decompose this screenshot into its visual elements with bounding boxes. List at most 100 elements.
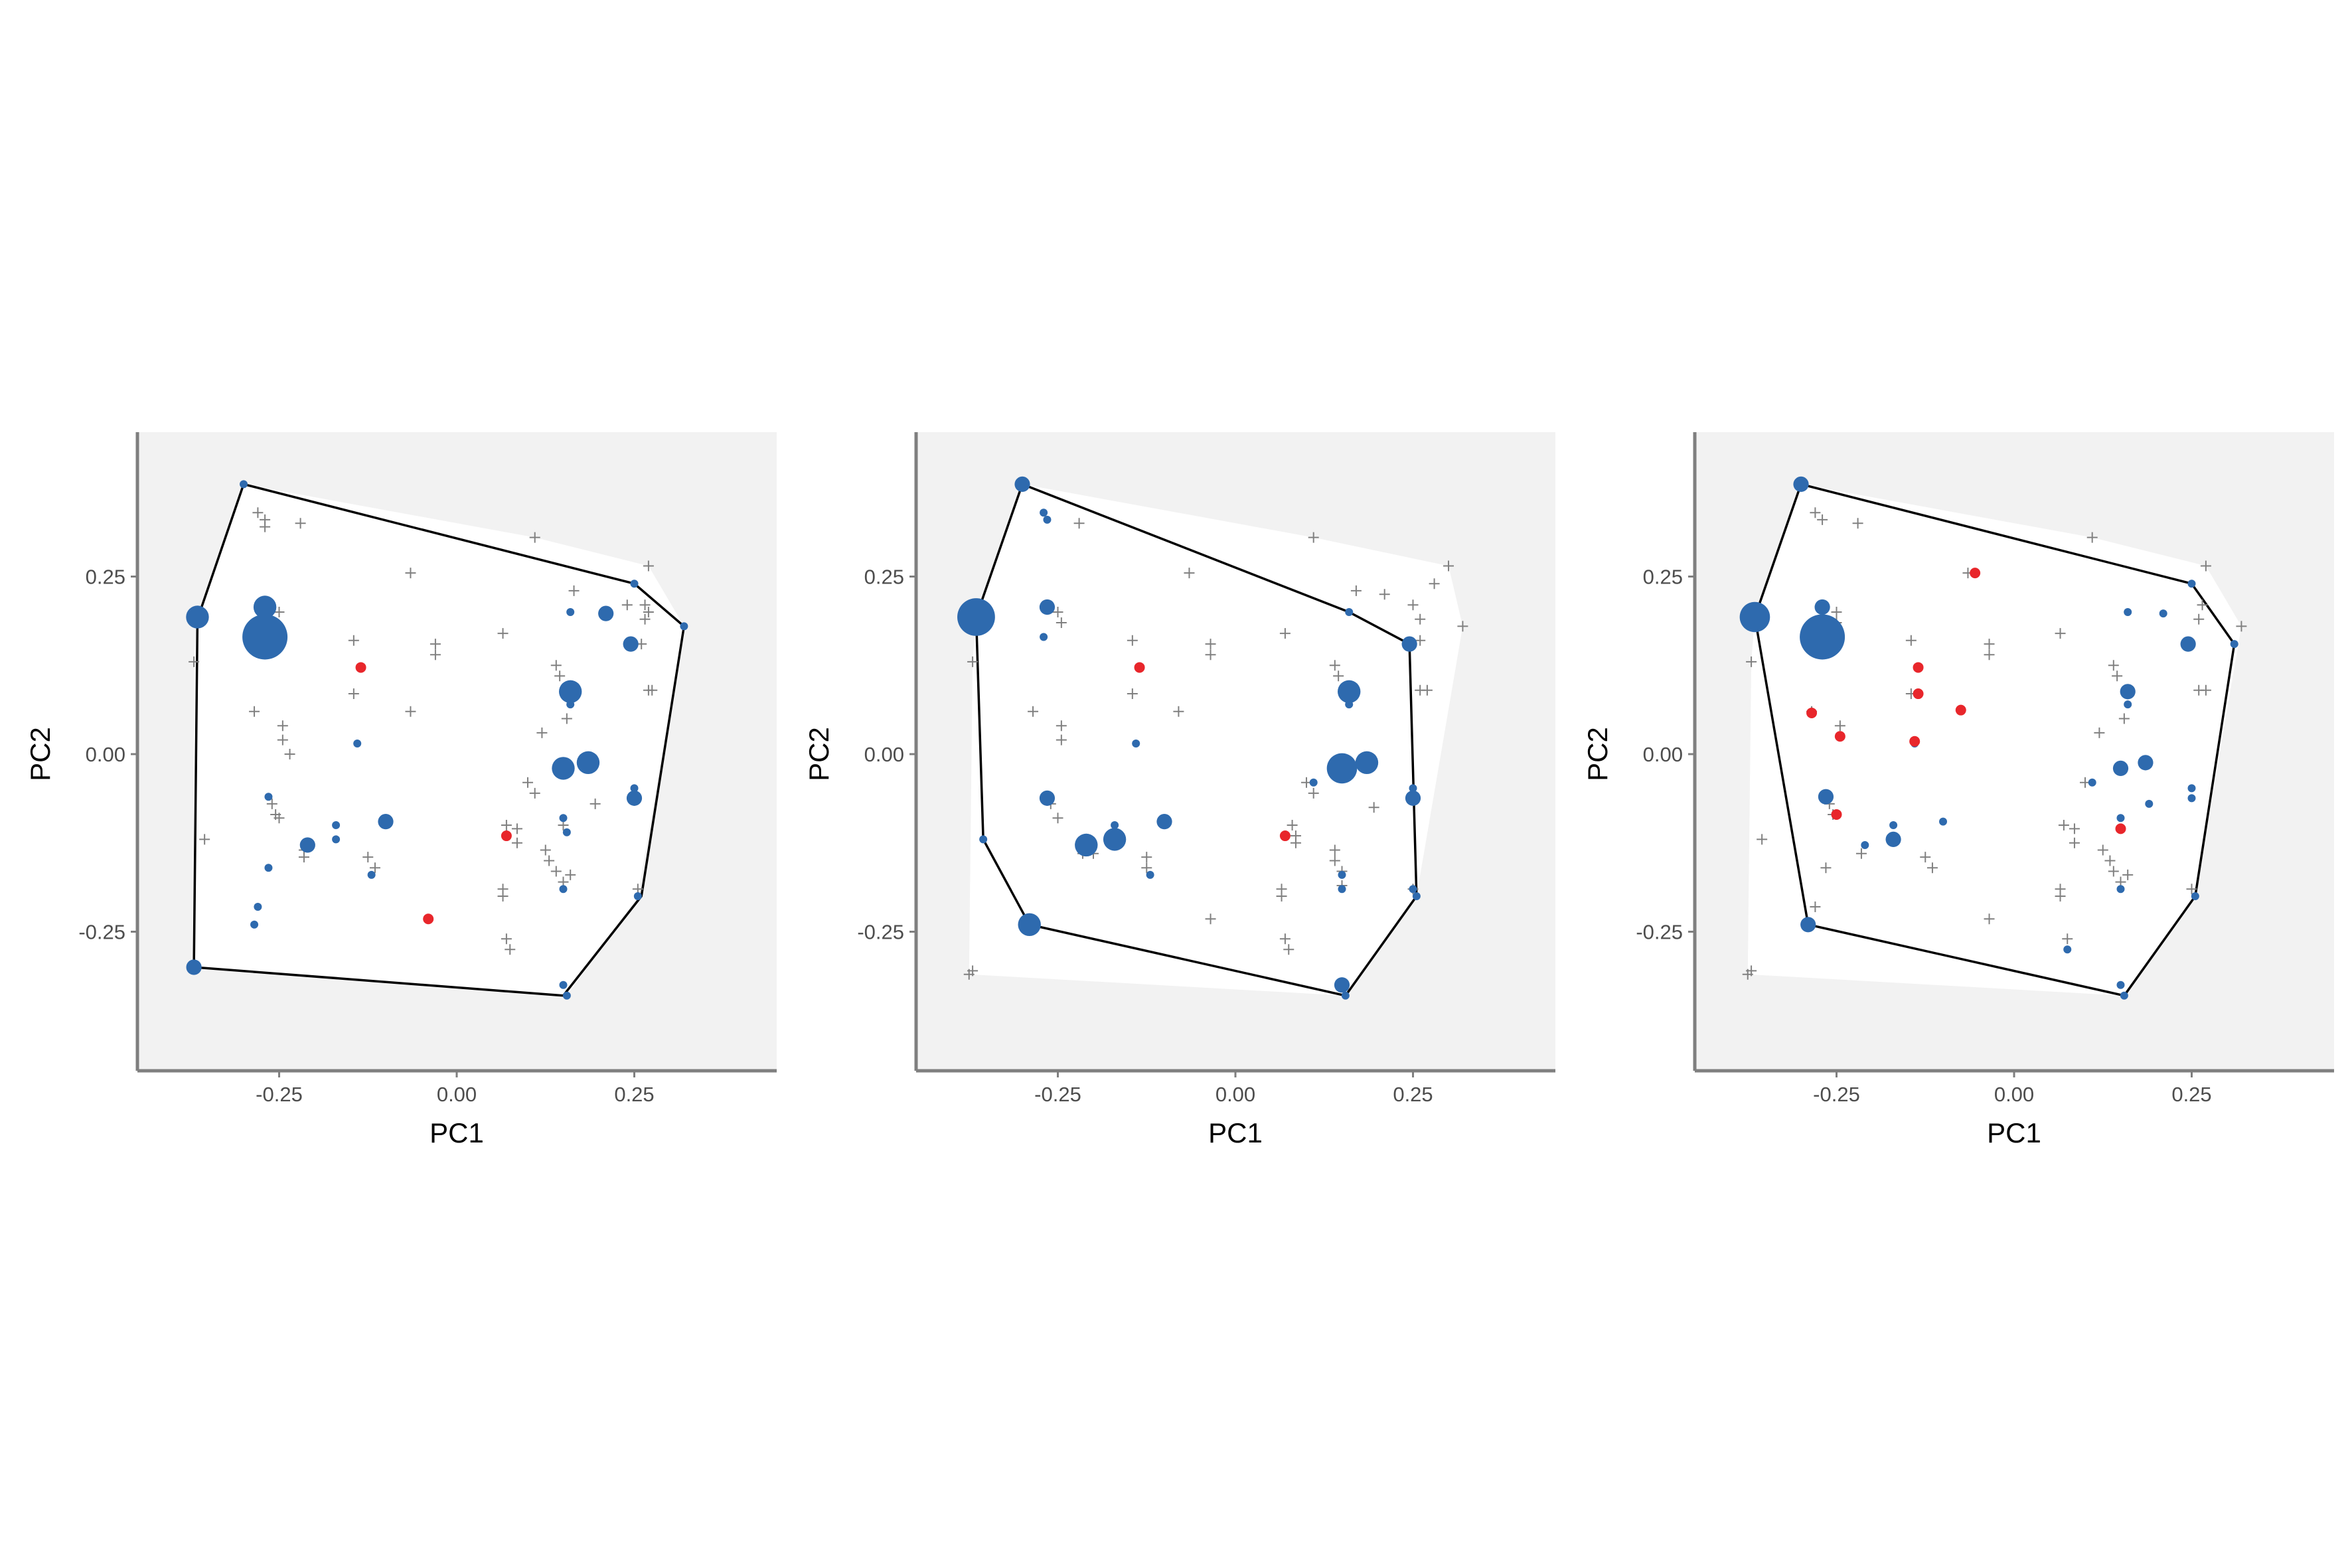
blue-point xyxy=(1939,817,1947,826)
cross-point xyxy=(1415,613,1426,625)
blue-point xyxy=(1075,833,1098,857)
y-tick-label: 0.00 xyxy=(864,743,904,766)
y-tick-label: -0.25 xyxy=(857,921,904,944)
x-tick-label: -0.25 xyxy=(1813,1083,1860,1106)
cross-point xyxy=(2055,628,2066,639)
cross-point xyxy=(1287,820,1298,830)
cross-point xyxy=(561,713,572,724)
cross-point xyxy=(2062,933,2073,945)
cross-point xyxy=(1368,802,1379,813)
total-hull-region xyxy=(1747,484,2242,996)
blue-point xyxy=(630,784,639,793)
cross-point xyxy=(1141,852,1152,863)
cross-point xyxy=(1052,813,1063,824)
cross-point xyxy=(2118,713,2130,724)
cross-point xyxy=(1415,684,1426,696)
blue-point xyxy=(2112,760,2129,776)
cross-point xyxy=(522,777,533,788)
cross-point xyxy=(1056,720,1067,732)
blue-point xyxy=(1345,608,1354,616)
blue-point xyxy=(353,739,362,747)
cross-point xyxy=(1283,944,1294,955)
x-axis-title: PC1 xyxy=(430,1117,484,1148)
blue-point xyxy=(332,835,341,844)
blue-point xyxy=(2187,580,2196,588)
cross-point xyxy=(1746,656,1757,667)
cross-point xyxy=(1984,639,1995,650)
y-tick-label: 0.25 xyxy=(1643,566,1683,589)
cross-point xyxy=(1757,834,1768,845)
red-point xyxy=(1134,662,1145,673)
blue-point xyxy=(1326,753,1358,784)
cross-point xyxy=(1350,585,1362,596)
blue-point xyxy=(367,870,376,879)
cross-point xyxy=(362,852,374,863)
cross-point xyxy=(501,933,512,945)
hull-outline xyxy=(1753,483,2236,997)
red-point xyxy=(1834,731,1845,742)
cross-point xyxy=(1279,933,1291,945)
cross-point xyxy=(565,869,576,880)
cross-point xyxy=(266,798,277,809)
blue-point xyxy=(1039,790,1056,806)
cross-point xyxy=(284,749,295,759)
cross-point xyxy=(2186,884,2197,895)
blue-point xyxy=(1132,739,1140,747)
cross-point xyxy=(1415,635,1426,646)
cross-point xyxy=(2086,532,2098,543)
x-tick-label: 0.25 xyxy=(614,1083,654,1106)
blue-point xyxy=(562,991,571,1000)
x-tick-label: 0.00 xyxy=(1994,1083,2034,1106)
red-point xyxy=(1909,736,1921,747)
cross-point xyxy=(405,706,416,717)
blue-point xyxy=(253,595,277,619)
blue-point xyxy=(2120,991,2128,1000)
cross-point xyxy=(1852,518,1863,529)
blue-point xyxy=(2159,609,2167,618)
cross-point xyxy=(511,823,522,834)
cross-point xyxy=(369,862,380,874)
cross-point xyxy=(2108,660,2119,671)
blue-point xyxy=(626,790,643,806)
blue-point xyxy=(566,700,575,709)
red-point xyxy=(1913,688,1924,700)
blue-point xyxy=(1146,870,1154,879)
cross-point xyxy=(540,844,551,856)
blue-point xyxy=(1309,778,1318,787)
blue-point xyxy=(623,636,639,652)
blue-point xyxy=(1018,913,1041,937)
cross-point xyxy=(2097,844,2108,856)
cross-point xyxy=(497,628,509,639)
x-tick-label: -0.25 xyxy=(1034,1083,1081,1106)
cross-point xyxy=(529,532,540,543)
cross-point xyxy=(1407,599,1419,611)
cross-point xyxy=(1926,862,1938,874)
blue-point xyxy=(1040,509,1048,517)
blue-point xyxy=(1341,991,1350,1000)
blue-point xyxy=(2116,980,2125,989)
blue-point xyxy=(1739,601,1770,633)
cross-point xyxy=(1429,578,1440,589)
cross-point xyxy=(1329,844,1340,856)
cross-point xyxy=(2200,560,2211,572)
blue-point xyxy=(559,980,568,989)
blue-point xyxy=(1861,840,1869,849)
blue-point xyxy=(559,814,568,823)
cross-point xyxy=(647,684,658,696)
cross-point xyxy=(1056,617,1067,629)
blue-point xyxy=(1814,599,1830,615)
blue-point xyxy=(957,598,995,636)
chart-panel-3: -0.25 -0.25 0.00 0.00 0.25 0.25 PC1 PC2 xyxy=(1582,432,2334,1148)
cross-point xyxy=(260,521,271,532)
blue-point xyxy=(2063,945,2072,954)
cross-point xyxy=(1329,855,1340,866)
blue-point xyxy=(1401,636,1417,652)
red-point xyxy=(355,662,366,673)
blue-point xyxy=(1355,751,1379,775)
red-point xyxy=(423,913,434,925)
cross-point xyxy=(1052,607,1063,617)
cross-point xyxy=(1810,507,1821,518)
x-tick-label: 0.00 xyxy=(1215,1083,1255,1106)
y-tick-label: 0.00 xyxy=(86,743,125,766)
cross-point xyxy=(529,787,540,799)
